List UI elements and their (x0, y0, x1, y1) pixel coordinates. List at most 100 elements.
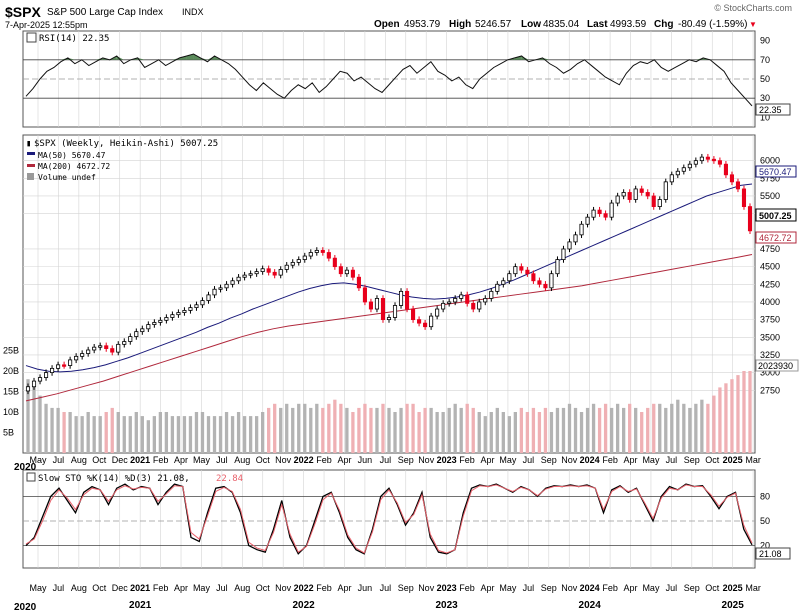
volume-bar (471, 407, 475, 453)
stochastic-x-tick-label: Sep (684, 583, 700, 593)
candle-body (272, 271, 277, 276)
candle-body (206, 294, 211, 301)
volume-bar (339, 403, 343, 453)
candle-body (423, 322, 428, 328)
price-x-tick-label: Sep (398, 455, 414, 465)
candle-body (549, 273, 554, 289)
candle-body (278, 269, 283, 276)
year-label: 2022 (292, 600, 315, 611)
year-label-start: 2020 (14, 462, 37, 473)
volume-bar (38, 395, 42, 453)
rsi-line (25, 53, 753, 107)
candle-body (62, 364, 67, 367)
price-x-tick-label: Jul (53, 455, 65, 465)
year-label: 2025 (722, 600, 745, 611)
candle-body (25, 386, 31, 392)
candle-body (567, 241, 572, 250)
candle-body (188, 307, 193, 311)
candle-body (326, 252, 331, 259)
price-x-tick-label: Apr (624, 455, 638, 465)
rsi-layer (25, 53, 753, 107)
volume-layer (26, 371, 752, 453)
candle-body (675, 170, 680, 176)
volume-bar (700, 399, 704, 453)
candle-body (585, 216, 590, 225)
volume-bar (579, 412, 584, 453)
candle-body (398, 290, 404, 306)
volume-bar (182, 416, 187, 453)
candle-body (350, 269, 355, 278)
chg-down-arrow-icon: ▼ (749, 20, 757, 29)
price-x-tick-label: Feb (602, 455, 618, 465)
volume-bar (285, 403, 289, 453)
volume-bar (489, 412, 493, 453)
volume-bar (188, 416, 193, 453)
price-x-tick-label: Feb (316, 455, 332, 465)
candle-body (525, 269, 530, 275)
candle-body (164, 317, 169, 321)
low-value: 4835.04 (543, 19, 580, 30)
price-x-tick-label: Jun (358, 455, 373, 465)
stochastic-x-tick-label: Apr (337, 583, 351, 593)
ma200-price-label: 4672.72 (759, 233, 792, 243)
candle-body (483, 298, 488, 303)
volume-bar (748, 371, 752, 453)
rsi-overbought-fill (116, 55, 124, 60)
volume-bar (315, 403, 319, 453)
volume-bar (26, 379, 30, 453)
volume-bar (44, 403, 48, 453)
volume-bar (441, 412, 445, 453)
volume-bar (212, 416, 217, 453)
price-x-tick-label: May (29, 455, 47, 465)
candle-body (453, 298, 458, 303)
price-x-tick-label: Oct (256, 455, 271, 465)
volume-y-tick-label: 20B (3, 366, 19, 376)
high-value: 5246.57 (475, 19, 512, 30)
candle-body (212, 288, 217, 296)
ma50-line (25, 183, 753, 373)
candle-body (344, 269, 349, 275)
volume-bar (92, 416, 96, 453)
volume-bar (429, 407, 433, 453)
volume-bar (495, 407, 499, 453)
volume-y-tick-label: 25B (3, 346, 19, 356)
stochastic-d-value: 22.84 (216, 474, 243, 484)
volume-bar (345, 407, 349, 453)
candle-body (368, 301, 373, 310)
price-y-tick-label: 4750 (760, 244, 780, 254)
stochastic-x-tick-label: Feb (459, 583, 475, 593)
candle-body (236, 276, 241, 282)
candle-body (218, 287, 223, 290)
volume-bar (303, 403, 307, 453)
volume-bar (152, 416, 156, 453)
rsi-title: RSI(14) 22.35 (39, 34, 109, 44)
candle-body (615, 195, 620, 204)
stochastic-x-tick-label: Apr (174, 583, 188, 593)
candle-body (386, 317, 392, 321)
price-x-tick-label: May (642, 455, 660, 465)
symbol-title: $SPX (5, 4, 41, 20)
candle-body (429, 315, 434, 328)
year-label-start-bottom: 2020 (14, 602, 37, 613)
volume-y-tick-label: 15B (3, 387, 19, 397)
price-y-tick-label: 4500 (760, 262, 780, 272)
volume-bar (459, 407, 463, 453)
candle-body (116, 343, 121, 353)
price-panel (22, 134, 756, 454)
volume-bar (513, 412, 517, 453)
candle-body (699, 156, 704, 162)
rsi-overbought-fill (137, 57, 145, 60)
candle-body (717, 160, 722, 165)
price-y-tick-label: 6000 (760, 156, 780, 166)
price-x-tick-label: May (193, 455, 211, 465)
price-x-tick-label: Oct (705, 455, 720, 465)
stochastic-y-tick-label: 50 (760, 516, 770, 526)
volume-bar (74, 416, 78, 453)
last-price-label: 5007.25 (759, 211, 792, 221)
rsi-y-tick-label: 90 (760, 36, 770, 46)
candle-body (392, 305, 398, 318)
price-y-tick-label: 3750 (760, 315, 780, 325)
volume-bar (170, 416, 175, 453)
stochastic-x-tick-label: Apr (624, 583, 638, 593)
volume-legend: Volume undef (38, 173, 96, 182)
